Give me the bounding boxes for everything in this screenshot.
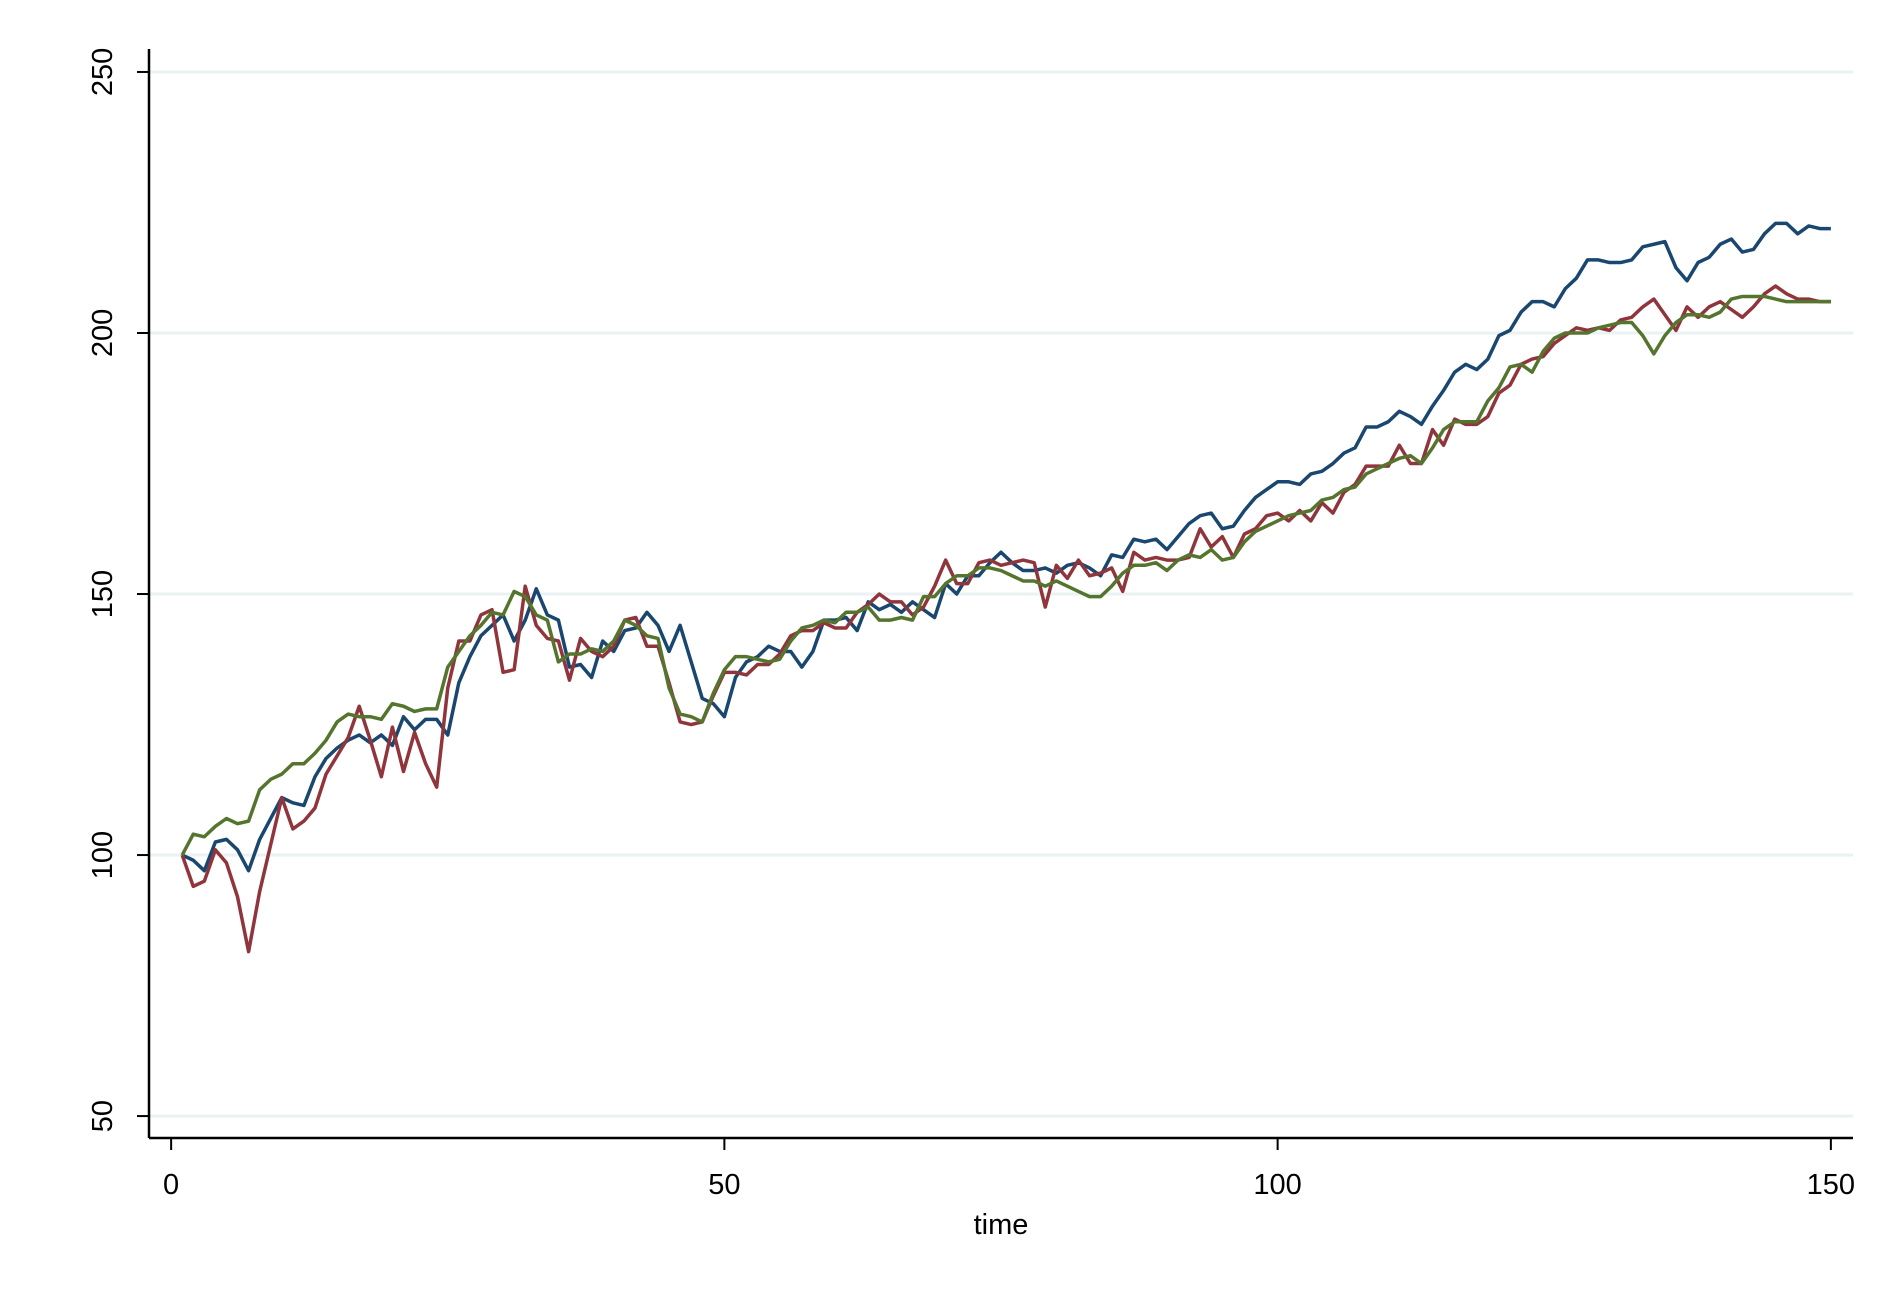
x-tick-label: 50 bbox=[708, 1169, 740, 1201]
y-tick-label: 200 bbox=[87, 309, 119, 357]
y-tick-label: 100 bbox=[87, 831, 119, 879]
x-tick-label: 100 bbox=[1253, 1169, 1301, 1201]
series-line bbox=[181, 221, 1831, 873]
series-line bbox=[180, 294, 1831, 856]
x-axis-label: time bbox=[974, 1209, 1029, 1241]
x-tick-label: 0 bbox=[163, 1169, 179, 1201]
series-line bbox=[180, 284, 1831, 954]
y-tick-label: 150 bbox=[87, 570, 119, 618]
x-tick-label: 150 bbox=[1807, 1169, 1855, 1201]
y-tick-label: 50 bbox=[87, 1100, 119, 1132]
y-tick-label: 250 bbox=[87, 48, 119, 96]
